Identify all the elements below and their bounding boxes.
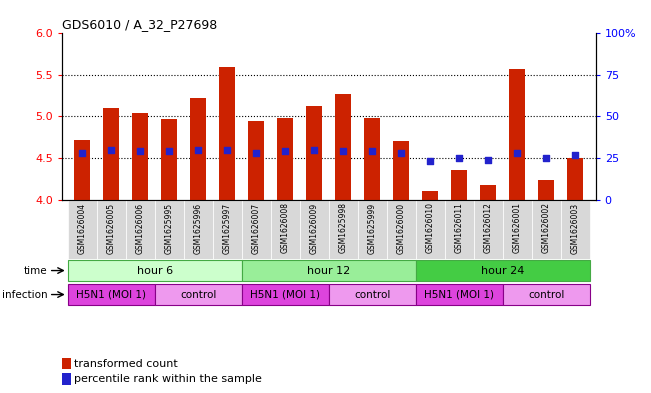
Text: GSM1626008: GSM1626008 (281, 202, 290, 253)
Text: time: time (23, 266, 48, 275)
Text: hour 12: hour 12 (307, 266, 350, 275)
FancyBboxPatch shape (96, 200, 126, 259)
FancyBboxPatch shape (155, 284, 242, 305)
FancyBboxPatch shape (416, 260, 590, 281)
Bar (277, 118, 293, 200)
Text: GSM1626000: GSM1626000 (397, 202, 406, 253)
Point (396, 150, 406, 156)
Text: GSM1626001: GSM1626001 (513, 202, 522, 253)
Bar (393, 141, 409, 200)
FancyBboxPatch shape (271, 200, 299, 259)
Text: GSM1626002: GSM1626002 (542, 202, 551, 253)
Text: GSM1625998: GSM1625998 (339, 202, 348, 253)
FancyBboxPatch shape (68, 260, 242, 281)
FancyBboxPatch shape (299, 200, 329, 259)
Point (106, 147, 117, 153)
Point (512, 150, 523, 156)
Bar (248, 121, 264, 200)
Bar (451, 171, 467, 200)
Text: control: control (528, 290, 564, 299)
Point (280, 148, 290, 154)
Point (541, 155, 551, 161)
Text: H5N1 (MOI 1): H5N1 (MOI 1) (76, 290, 146, 299)
Text: transformed count: transformed count (74, 358, 178, 369)
FancyBboxPatch shape (329, 200, 358, 259)
Point (309, 147, 320, 153)
Bar (132, 113, 148, 200)
FancyBboxPatch shape (184, 200, 213, 259)
Text: GSM1626005: GSM1626005 (107, 202, 116, 253)
FancyBboxPatch shape (213, 200, 242, 259)
FancyBboxPatch shape (445, 200, 474, 259)
FancyBboxPatch shape (126, 200, 155, 259)
FancyBboxPatch shape (503, 200, 532, 259)
FancyBboxPatch shape (503, 284, 590, 305)
Text: GSM1626003: GSM1626003 (571, 202, 580, 253)
Bar (422, 191, 438, 200)
Text: percentile rank within the sample: percentile rank within the sample (74, 374, 262, 384)
Text: GSM1625999: GSM1625999 (368, 202, 377, 253)
Point (338, 148, 348, 154)
Bar (568, 158, 583, 200)
Text: GSM1626004: GSM1626004 (77, 202, 87, 253)
Point (135, 148, 145, 154)
Bar (190, 98, 206, 200)
Text: hour 24: hour 24 (481, 266, 525, 275)
Point (164, 148, 174, 154)
Text: infection: infection (2, 290, 48, 299)
Bar (335, 94, 352, 200)
FancyBboxPatch shape (532, 200, 561, 259)
Point (454, 155, 465, 161)
FancyBboxPatch shape (329, 284, 416, 305)
FancyBboxPatch shape (474, 200, 503, 259)
FancyBboxPatch shape (416, 200, 445, 259)
Text: GSM1625997: GSM1625997 (223, 202, 232, 253)
Point (222, 147, 232, 153)
Text: H5N1 (MOI 1): H5N1 (MOI 1) (424, 290, 494, 299)
Text: GSM1626010: GSM1626010 (426, 202, 435, 253)
FancyBboxPatch shape (242, 284, 329, 305)
FancyBboxPatch shape (358, 200, 387, 259)
Text: GDS6010 / A_32_P27698: GDS6010 / A_32_P27698 (62, 18, 217, 31)
Text: GSM1626006: GSM1626006 (135, 202, 145, 253)
FancyBboxPatch shape (387, 200, 416, 259)
Bar (480, 185, 496, 200)
Bar (306, 107, 322, 200)
Bar (104, 108, 119, 200)
FancyBboxPatch shape (68, 284, 155, 305)
FancyBboxPatch shape (155, 200, 184, 259)
FancyBboxPatch shape (561, 200, 590, 259)
Bar (219, 67, 235, 200)
Point (251, 150, 262, 156)
Point (483, 156, 493, 163)
Text: GSM1625995: GSM1625995 (165, 202, 174, 253)
Text: control: control (180, 290, 216, 299)
Point (425, 158, 436, 164)
Point (367, 148, 378, 154)
FancyBboxPatch shape (242, 200, 271, 259)
Text: H5N1 (MOI 1): H5N1 (MOI 1) (250, 290, 320, 299)
Text: hour 6: hour 6 (137, 266, 173, 275)
Bar (74, 140, 90, 200)
FancyBboxPatch shape (416, 284, 503, 305)
Bar (161, 119, 177, 200)
Bar (365, 118, 380, 200)
Point (77, 150, 87, 156)
Point (193, 147, 203, 153)
Text: GSM1626011: GSM1626011 (455, 202, 464, 253)
Point (570, 152, 581, 158)
FancyBboxPatch shape (242, 260, 416, 281)
FancyBboxPatch shape (68, 200, 96, 259)
Text: control: control (354, 290, 391, 299)
Bar (538, 180, 554, 200)
Text: GSM1626009: GSM1626009 (310, 202, 319, 253)
Text: GSM1625996: GSM1625996 (194, 202, 202, 253)
Text: GSM1626012: GSM1626012 (484, 202, 493, 253)
Bar (509, 69, 525, 200)
Text: GSM1626007: GSM1626007 (252, 202, 260, 253)
